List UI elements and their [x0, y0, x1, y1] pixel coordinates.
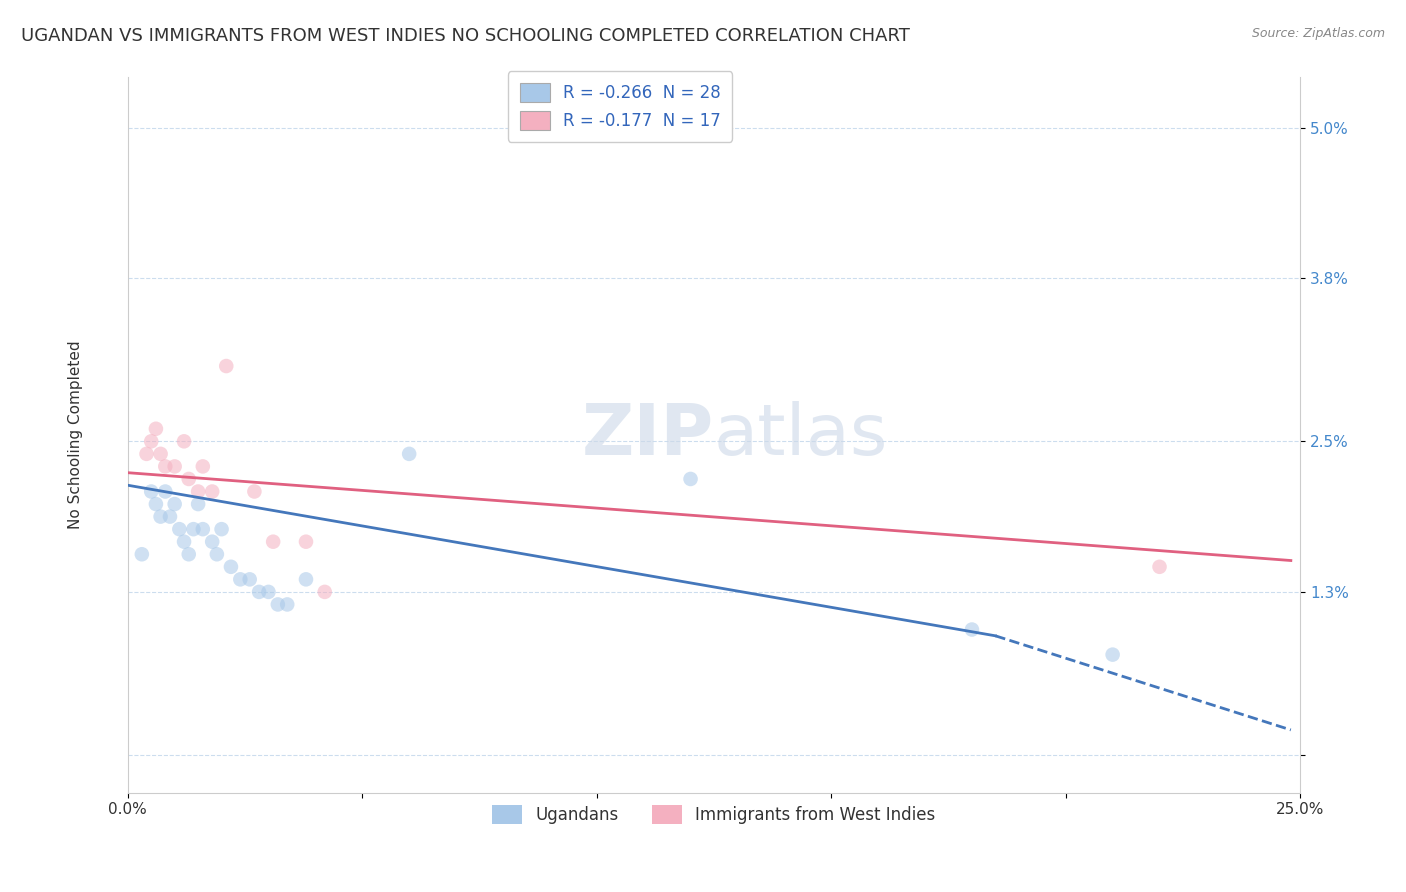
- Point: [173, 434, 195, 449]
- Point: [141, 434, 163, 449]
- Point: [276, 598, 298, 612]
- Point: [131, 547, 153, 561]
- Point: [191, 522, 214, 536]
- Point: [177, 472, 200, 486]
- Point: [163, 459, 186, 474]
- Text: No Schooling Completed: No Schooling Completed: [67, 341, 83, 529]
- Point: [145, 497, 167, 511]
- Point: [149, 509, 172, 524]
- Point: [201, 534, 224, 549]
- Point: [1149, 559, 1171, 574]
- Point: [243, 484, 266, 499]
- Point: [149, 447, 172, 461]
- Point: [267, 598, 290, 612]
- Point: [215, 359, 238, 373]
- Point: [187, 497, 209, 511]
- Point: [247, 585, 270, 599]
- Point: [169, 522, 191, 536]
- Point: [135, 447, 157, 461]
- Point: [219, 559, 242, 574]
- Point: [205, 547, 228, 561]
- Point: [187, 484, 209, 499]
- Point: [155, 459, 177, 474]
- Point: [679, 472, 702, 486]
- Text: ZIP: ZIP: [582, 401, 714, 469]
- Point: [145, 422, 167, 436]
- Point: [163, 497, 186, 511]
- Text: atlas: atlas: [714, 401, 889, 469]
- Legend: Ugandans, Immigrants from West Indies: Ugandans, Immigrants from West Indies: [482, 795, 946, 834]
- Point: [960, 623, 983, 637]
- Point: [177, 547, 200, 561]
- Point: [229, 572, 252, 586]
- Point: [1101, 648, 1123, 662]
- Point: [398, 447, 420, 461]
- Point: [183, 522, 205, 536]
- Point: [155, 484, 177, 499]
- Point: [262, 534, 284, 549]
- Point: [191, 459, 214, 474]
- Point: [141, 484, 163, 499]
- Point: [239, 572, 262, 586]
- Text: Source: ZipAtlas.com: Source: ZipAtlas.com: [1251, 27, 1385, 40]
- Point: [295, 572, 318, 586]
- Point: [173, 534, 195, 549]
- Point: [314, 585, 336, 599]
- Point: [257, 585, 280, 599]
- Text: UGANDAN VS IMMIGRANTS FROM WEST INDIES NO SCHOOLING COMPLETED CORRELATION CHART: UGANDAN VS IMMIGRANTS FROM WEST INDIES N…: [21, 27, 910, 45]
- Point: [201, 484, 224, 499]
- Point: [211, 522, 233, 536]
- Point: [159, 509, 181, 524]
- Point: [295, 534, 318, 549]
